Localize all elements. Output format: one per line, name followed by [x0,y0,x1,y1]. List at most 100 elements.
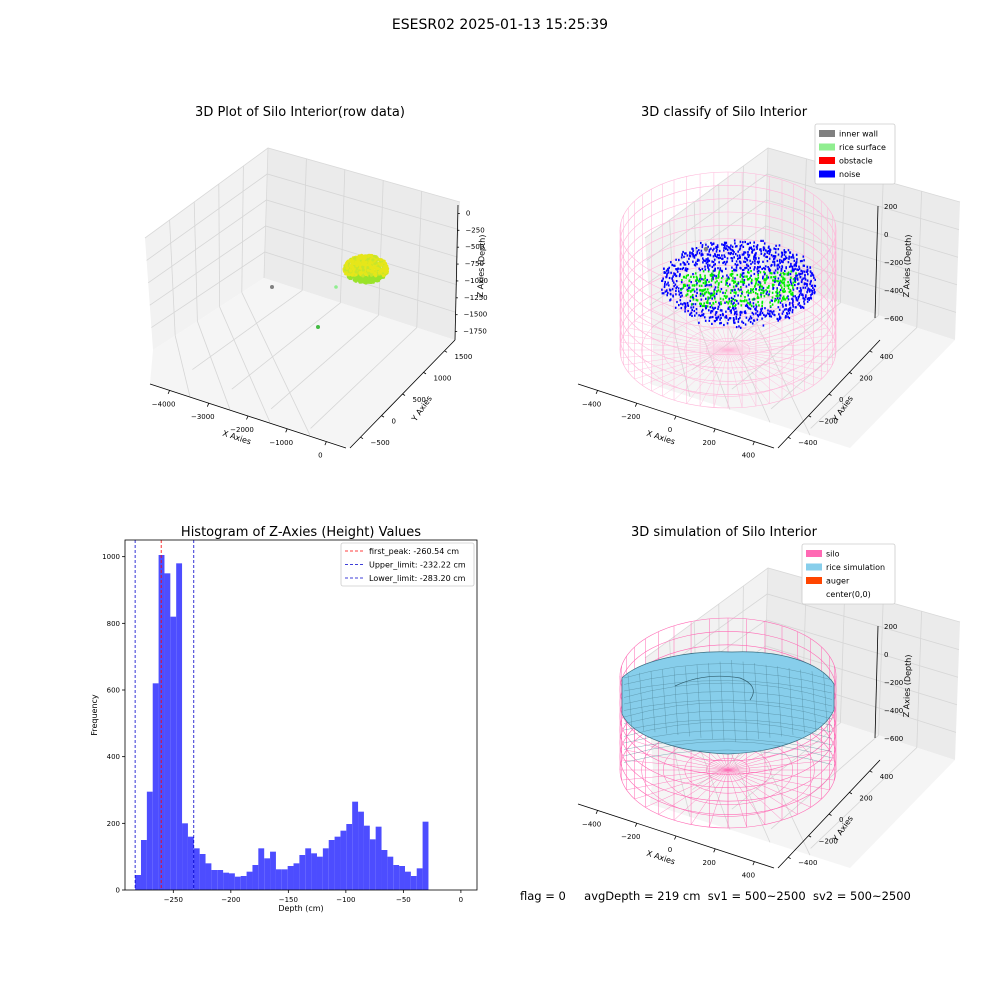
classified-point [736,254,739,257]
surface-mesh-line [623,699,833,713]
classified-point [754,284,756,287]
classified-point [795,274,797,277]
classified-point [758,257,760,260]
tick-label: −200 [621,833,640,841]
classified-point [739,273,742,276]
surface-mesh-line [742,661,748,741]
cluster-point [359,280,363,284]
outlier-point [316,325,320,329]
classified-point [773,260,776,263]
classified-point [712,276,714,279]
classified-point [774,280,776,283]
classified-point [763,273,766,276]
classified-point [683,302,685,305]
classified-point [750,274,752,277]
classified-point [765,277,768,280]
tick-label: −1750 [463,328,487,336]
classified-point [739,275,742,278]
classified-point [698,321,700,324]
classified-point [686,293,689,296]
classified-point [808,298,810,301]
tick-label: −250 [465,226,484,234]
silo-spoke [645,769,729,808]
classified-point [704,277,706,280]
silo-floor-ring [662,314,794,386]
classified-point [725,315,728,318]
classified-point [738,325,740,328]
classified-point [786,284,788,287]
classified-point [750,270,752,273]
cluster-point [369,269,373,273]
classified-point [735,245,737,248]
grid-line [149,225,458,306]
classified-point [675,287,677,290]
classified-point [760,295,762,298]
histogram-bar [358,811,364,890]
classified-point [809,282,811,286]
classified-point [685,269,688,272]
classified-point [795,272,797,275]
classified-point [717,276,719,279]
classified-point [787,308,789,311]
classified-point [732,297,735,301]
classified-point [777,263,779,266]
classified-point [692,253,694,256]
classified-point [766,255,768,259]
classified-point [759,311,762,314]
classified-point [781,266,784,269]
classified-point [778,308,781,311]
classified-point [696,278,699,281]
classified-point [755,303,757,306]
classified-point [779,274,781,277]
classified-point [689,299,691,302]
classified-point [777,299,780,302]
classified-point [748,317,751,320]
classified-point [682,250,684,254]
silo-spoke [727,740,822,771]
classified-point [663,285,666,289]
classified-point [745,285,748,288]
classified-point [711,294,714,297]
grid-line [169,219,176,336]
histogram-bar [328,840,335,890]
classified-point [702,259,705,262]
classified-point [798,267,801,270]
classified-point [734,263,737,266]
tick-label: 200 [859,794,872,802]
classified-point [769,305,772,308]
tick-label: −250 [164,896,183,904]
classified-point [684,252,686,255]
histogram-bar [240,876,247,890]
z-axis: 0−250−500−750−1000−1250−1500−1750 [454,204,488,341]
classified-point [728,300,731,303]
classified-point [796,268,798,271]
classified-point [715,318,718,321]
classified-point [717,286,719,289]
surface-mesh-line [623,741,833,759]
classified-point [804,295,807,299]
classified-point [704,274,706,277]
outlier-point [270,285,274,289]
classified-point [755,278,758,281]
classified-point [687,309,689,313]
classified-point [810,289,812,292]
floor-pane [150,278,455,448]
classified-point [749,266,751,270]
classified-point [809,266,812,269]
classified-point [705,306,707,309]
classified-point [706,264,709,267]
legend-label: rice surface [839,143,886,152]
classified-point [730,289,732,292]
cluster-point [356,260,360,264]
classified-point [712,273,715,276]
classified-point [763,266,765,270]
classified-point [744,275,746,278]
classified-point [774,300,776,303]
classified-point [740,288,742,291]
tick-mark [752,861,755,866]
classified-point [753,268,755,271]
classified-point [770,264,772,267]
classified-point [755,288,757,291]
surface-mesh-line [623,710,833,726]
surface-mesh-line [650,671,656,733]
